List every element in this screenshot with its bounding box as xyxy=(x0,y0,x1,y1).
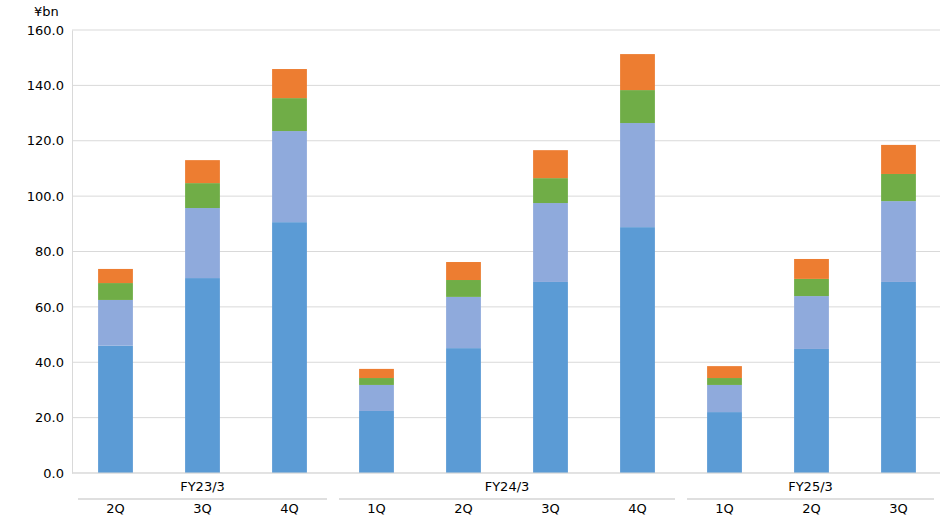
bar-segment xyxy=(359,369,394,378)
bar-segment xyxy=(620,227,655,473)
y-tick: 0.0 xyxy=(43,466,72,481)
x-tick-label: 2Q xyxy=(106,501,125,516)
y-tick-label: 120.0 xyxy=(27,133,64,148)
chart: 0.0 20.0 40.0 60.0 80.0 100.0 120.0 140.0 160.0 ¥… xyxy=(0,0,940,520)
bar-segment xyxy=(707,385,742,412)
bar-segment xyxy=(620,90,655,123)
x-tick: 1Q xyxy=(715,473,734,516)
y-tick-label: 60.0 xyxy=(35,300,64,315)
grid-line xyxy=(72,473,940,474)
group-label: FY25/3 xyxy=(788,479,833,494)
x-tick-label: 2Q xyxy=(454,501,473,516)
bar-segment xyxy=(272,222,307,473)
y-tick: 100.0 xyxy=(27,189,72,204)
y-tick-label: 100.0 xyxy=(27,189,64,204)
group-separator xyxy=(78,499,327,500)
bar-segment xyxy=(446,262,481,280)
x-tick-label: 2Q xyxy=(802,501,821,516)
bar-segment xyxy=(272,98,307,131)
x-tick: 3Q xyxy=(541,473,560,516)
bar-segment xyxy=(881,174,916,201)
y-tick-label: 80.0 xyxy=(35,244,64,259)
bar-segment xyxy=(359,378,394,385)
y-tick-label: 40.0 xyxy=(35,355,64,370)
bars xyxy=(98,54,916,473)
bar-segment xyxy=(98,346,133,473)
series xyxy=(98,90,916,385)
x-tick-label: 4Q xyxy=(280,501,299,516)
x-tick-label: 3Q xyxy=(193,501,212,516)
bar-segment xyxy=(881,201,916,282)
y-tick-label: 160.0 xyxy=(27,23,64,38)
x-tick: 2Q xyxy=(454,473,473,516)
bar-segment xyxy=(446,348,481,473)
x-axis: 2Q 3Q 4Q 1Q 2Q 3Q 4Q 1Q 2Q 3Q xyxy=(72,473,940,516)
group-label: FY24/3 xyxy=(485,479,530,494)
bar-segment xyxy=(98,269,133,283)
x-tick-label: 4Q xyxy=(628,501,647,516)
y-tick-label: 20.0 xyxy=(35,410,64,425)
bar-segment xyxy=(707,412,742,473)
x-tick: 3Q xyxy=(889,473,908,516)
bar-segment xyxy=(533,282,568,473)
x-tick: 2Q xyxy=(106,473,125,516)
series xyxy=(98,54,916,378)
bar-segment xyxy=(185,183,220,208)
y-tick: 60.0 xyxy=(35,300,72,315)
bar-segment xyxy=(359,411,394,473)
y-tick-label: 140.0 xyxy=(27,78,64,93)
bar-segment xyxy=(98,300,133,346)
bar-segment xyxy=(794,349,829,473)
group-label: FY23/3 xyxy=(180,479,225,494)
bar-segment xyxy=(794,279,829,296)
y-axis: 0.0 20.0 40.0 60.0 80.0 100.0 120.0 140.0 160.0 xyxy=(27,23,73,481)
bar-segment xyxy=(794,296,829,349)
x-tick: 4Q xyxy=(628,473,647,516)
y-axis-title: ¥bn xyxy=(34,4,59,19)
x-tick: 4Q xyxy=(280,473,299,516)
bar-segment xyxy=(533,150,568,178)
x-tick-label: 3Q xyxy=(889,501,908,516)
bar-segment xyxy=(272,69,307,98)
bar-segment xyxy=(881,145,916,174)
bar-segment xyxy=(881,282,916,473)
x-tick-label: 3Q xyxy=(541,501,560,516)
bar-segment xyxy=(707,378,742,385)
bar-segment xyxy=(533,203,568,282)
y-tick: 20.0 xyxy=(35,410,72,425)
y-tick: 40.0 xyxy=(35,355,72,370)
y-tick: 120.0 xyxy=(27,133,72,148)
bar-segment xyxy=(272,131,307,222)
y-tick: 80.0 xyxy=(35,244,72,259)
x-tick-label: 1Q xyxy=(367,501,386,516)
y-tick: 140.0 xyxy=(27,78,72,93)
series xyxy=(98,123,916,412)
bar-segment xyxy=(185,208,220,278)
group-separator xyxy=(339,499,675,500)
y-tick: 160.0 xyxy=(27,23,72,38)
category-groups: FY23/3 FY24/3 FY25/3 xyxy=(78,479,934,499)
bar-segment xyxy=(707,366,742,378)
bar-segment xyxy=(185,160,220,183)
bar-segment xyxy=(446,280,481,297)
bar-segment xyxy=(794,259,829,279)
bar-segment xyxy=(620,123,655,227)
group-separator xyxy=(687,499,934,500)
series xyxy=(98,222,916,473)
bar-segment xyxy=(533,178,568,203)
grid-line xyxy=(72,30,940,31)
bar-segment xyxy=(446,297,481,348)
y-axis-line xyxy=(72,31,73,474)
bar-segment xyxy=(98,283,133,300)
grid-line xyxy=(72,140,940,141)
bar-segment xyxy=(620,54,655,90)
x-axis-line xyxy=(72,473,940,474)
x-tick: 1Q xyxy=(367,473,386,516)
grid-line xyxy=(72,85,940,86)
x-tick-label: 1Q xyxy=(715,501,734,516)
y-tick-label: 0.0 xyxy=(43,466,64,481)
bar-segment xyxy=(185,278,220,473)
grid xyxy=(72,30,940,473)
bar-segment xyxy=(359,385,394,411)
